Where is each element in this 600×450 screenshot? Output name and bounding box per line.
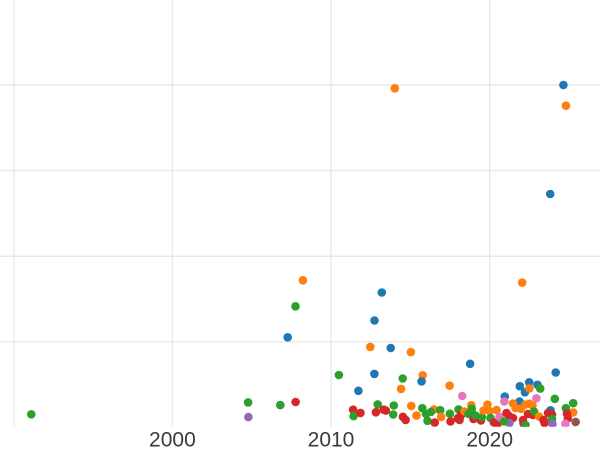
svg-text:2010: 2010	[308, 429, 355, 450]
svg-text:2020: 2020	[466, 429, 513, 450]
svg-text:2000: 2000	[149, 429, 196, 450]
